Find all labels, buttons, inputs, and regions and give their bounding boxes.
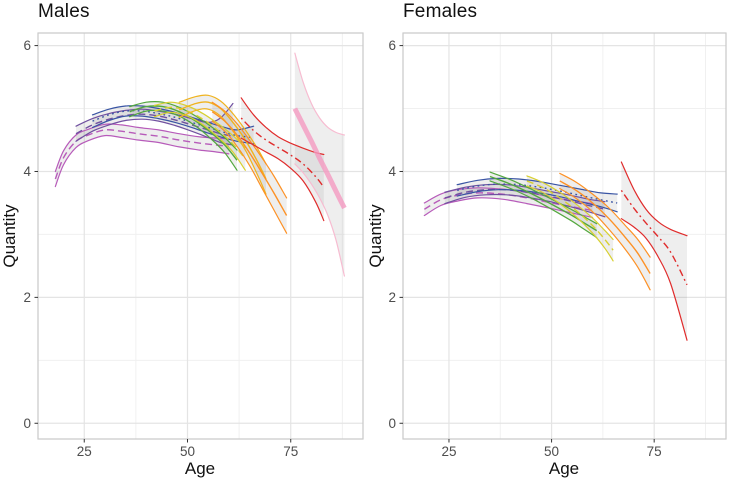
svg-text:25: 25 (441, 444, 456, 459)
facet-title-females: Females (403, 1, 478, 22)
svg-text:0: 0 (23, 416, 31, 431)
svg-text:0: 0 (388, 416, 396, 431)
svg-text:25: 25 (77, 444, 92, 459)
y-axis-title-males: Quantity (0, 204, 19, 268)
svg-text:2: 2 (23, 290, 31, 305)
svg-text:50: 50 (544, 444, 559, 459)
svg-text:2: 2 (388, 290, 396, 305)
facet-title-males: Males (38, 1, 90, 22)
svg-text:6: 6 (23, 38, 31, 53)
y-axis-title-females: Quantity (366, 204, 385, 268)
svg-text:6: 6 (388, 38, 396, 53)
svg-text:75: 75 (647, 444, 662, 459)
x-axis-title-males: Age (184, 459, 216, 478)
svg-text:50: 50 (180, 444, 195, 459)
svg-text:4: 4 (23, 164, 31, 179)
svg-text:4: 4 (388, 164, 396, 179)
svg-text:75: 75 (283, 444, 298, 459)
x-axis-title-females: Age (548, 459, 580, 478)
